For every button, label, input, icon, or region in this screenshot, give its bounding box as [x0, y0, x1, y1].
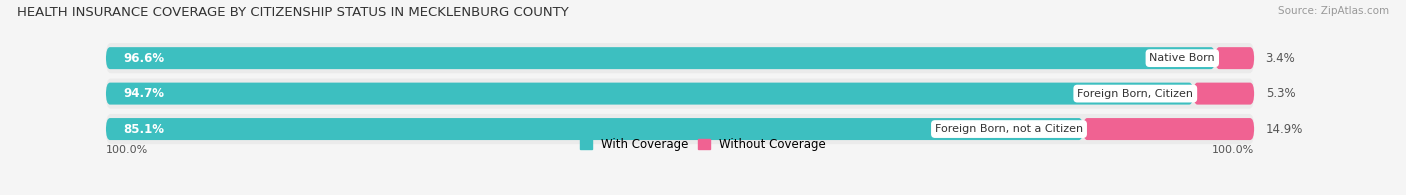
Text: 5.3%: 5.3% — [1265, 87, 1295, 100]
FancyBboxPatch shape — [1083, 118, 1254, 140]
Text: 100.0%: 100.0% — [105, 145, 148, 155]
Text: Native Born: Native Born — [1150, 53, 1215, 63]
Legend: With Coverage, Without Coverage: With Coverage, Without Coverage — [575, 133, 831, 156]
FancyBboxPatch shape — [105, 47, 1215, 69]
FancyBboxPatch shape — [105, 83, 1194, 105]
Text: HEALTH INSURANCE COVERAGE BY CITIZENSHIP STATUS IN MECKLENBURG COUNTY: HEALTH INSURANCE COVERAGE BY CITIZENSHIP… — [17, 6, 568, 19]
FancyBboxPatch shape — [1215, 47, 1254, 69]
Text: Foreign Born, not a Citizen: Foreign Born, not a Citizen — [935, 124, 1083, 134]
Text: 14.9%: 14.9% — [1265, 122, 1303, 136]
FancyBboxPatch shape — [105, 79, 1254, 109]
Text: 100.0%: 100.0% — [1212, 145, 1254, 155]
Text: Source: ZipAtlas.com: Source: ZipAtlas.com — [1278, 6, 1389, 16]
FancyBboxPatch shape — [1194, 83, 1254, 105]
Text: 94.7%: 94.7% — [124, 87, 165, 100]
FancyBboxPatch shape — [105, 114, 1254, 144]
FancyBboxPatch shape — [105, 43, 1254, 73]
Text: 96.6%: 96.6% — [124, 52, 165, 65]
Text: 85.1%: 85.1% — [124, 122, 165, 136]
Text: Foreign Born, Citizen: Foreign Born, Citizen — [1077, 89, 1194, 99]
Text: 3.4%: 3.4% — [1265, 52, 1295, 65]
FancyBboxPatch shape — [105, 118, 1083, 140]
